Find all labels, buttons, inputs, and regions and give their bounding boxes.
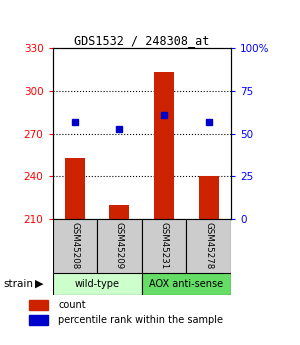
Bar	[65, 158, 85, 219]
Bar	[199, 176, 219, 219]
Bar	[52, 273, 142, 295]
Text: ▶: ▶	[34, 279, 43, 289]
Bar	[186, 219, 231, 273]
Text: count: count	[58, 300, 86, 310]
Text: GSM45231: GSM45231	[160, 222, 169, 269]
Bar	[142, 219, 186, 273]
Text: AOX anti-sense: AOX anti-sense	[149, 279, 224, 289]
Bar	[29, 315, 48, 325]
Text: wild-type: wild-type	[75, 279, 120, 289]
Title: GDS1532 / 248308_at: GDS1532 / 248308_at	[74, 34, 209, 47]
Bar	[29, 300, 48, 310]
Bar	[142, 273, 231, 295]
Text: strain: strain	[3, 279, 33, 289]
Bar	[52, 219, 97, 273]
Bar	[110, 205, 130, 219]
Bar	[97, 219, 142, 273]
Bar	[154, 72, 174, 219]
Text: percentile rank within the sample: percentile rank within the sample	[58, 315, 223, 325]
Text: GSM45209: GSM45209	[115, 222, 124, 269]
Text: GSM45208: GSM45208	[70, 222, 79, 269]
Text: GSM45278: GSM45278	[204, 222, 213, 269]
